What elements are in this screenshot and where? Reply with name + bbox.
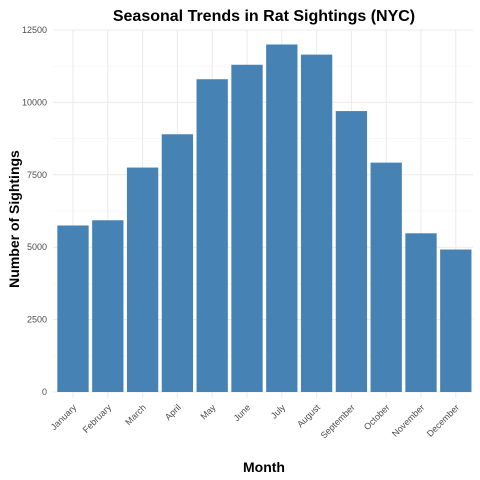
y-tick-label: 7500	[27, 170, 47, 180]
bar-june	[231, 64, 263, 392]
bar-july	[266, 44, 298, 392]
bar-january	[57, 225, 89, 392]
x-tick-label: August	[295, 402, 322, 429]
bar-february	[92, 220, 124, 392]
x-axis-title: Month	[243, 459, 285, 475]
x-tick-label: July	[269, 402, 288, 421]
x-tick-label: January	[49, 402, 79, 432]
bars	[57, 44, 472, 393]
x-tick-label: June	[232, 402, 253, 423]
bar-march	[126, 167, 159, 392]
x-tick-label: May	[199, 402, 218, 421]
y-tick-label: 12500	[22, 25, 47, 35]
bar-december	[440, 249, 472, 392]
y-tick-label: 0	[42, 387, 47, 397]
y-tick-label: 5000	[27, 242, 47, 252]
x-tick-label: October	[362, 402, 392, 432]
x-tick-label: April	[163, 402, 183, 422]
y-tick-label: 10000	[22, 97, 47, 107]
bar-april	[161, 134, 194, 393]
bar-september	[335, 111, 368, 392]
x-tick-label: November	[390, 402, 426, 438]
bar-october	[370, 162, 402, 392]
bar-august	[300, 54, 333, 393]
x-tick-labels: January February March April May June July Augu…	[49, 402, 462, 441]
x-tick-label: December	[425, 402, 461, 438]
x-tick-label: February	[81, 402, 114, 435]
y-axis-title: Number of Sightings	[6, 150, 22, 288]
y-tick-labels: 0 2500 5000 7500 10000 12500	[22, 25, 47, 397]
x-tick-label: March	[123, 402, 148, 427]
y-tick-label: 2500	[27, 315, 47, 325]
bar-november	[405, 233, 437, 392]
bar-may	[196, 79, 228, 393]
x-tick-label: September	[319, 402, 357, 440]
chart-title: Seasonal Trends in Rat Sightings (NYC)	[113, 8, 415, 25]
